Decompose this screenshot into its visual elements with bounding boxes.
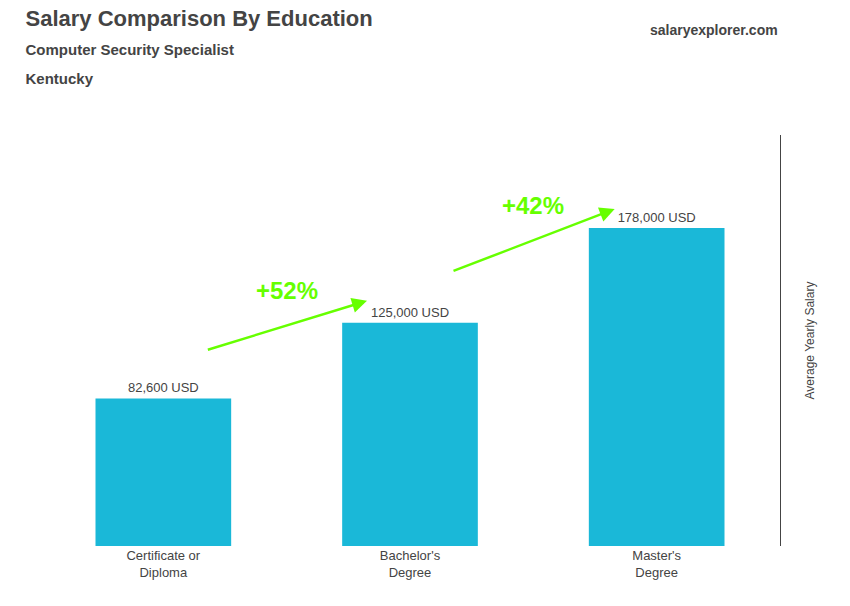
svg-text:+52%: +52% [256,277,318,304]
svg-text:Certificate orDiploma: Certificate orDiploma [126,548,200,580]
svg-text:Master'sDegree: Master'sDegree [632,548,681,580]
svg-text:+42%: +42% [502,192,564,219]
svg-text:82,600 USD: 82,600 USD [128,380,199,395]
svg-text:Average Yearly Salary: Average Yearly Salary [803,282,817,400]
svg-text:Salary Comparison By Education: Salary Comparison By EducationComputer S… [26,6,373,86]
svg-text:178,000 USD: 178,000 USD [618,210,696,225]
svg-text:Bachelor'sDegree: Bachelor'sDegree [380,548,441,580]
svg-text:125,000 USD: 125,000 USD [371,305,449,320]
svg-text:salaryexplorer.com: salaryexplorer.com [650,22,778,38]
